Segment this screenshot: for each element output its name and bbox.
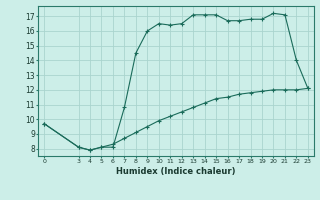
X-axis label: Humidex (Indice chaleur): Humidex (Indice chaleur) — [116, 167, 236, 176]
